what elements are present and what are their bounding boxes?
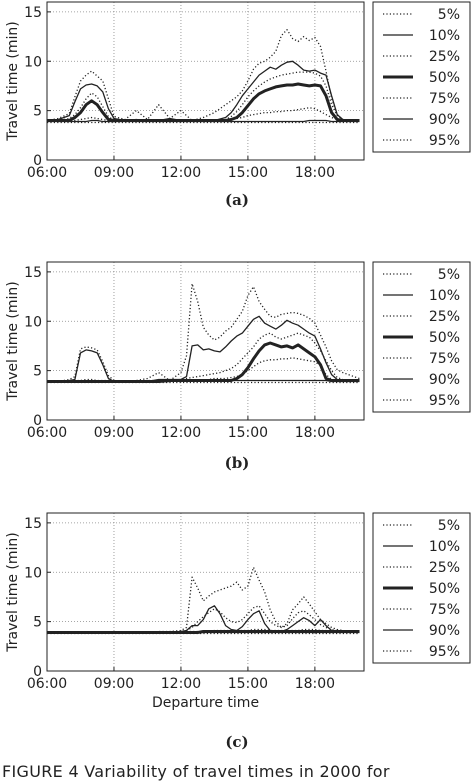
- y-tick-label: 0: [33, 413, 42, 429]
- y-tick-label: 5: [33, 615, 42, 631]
- legend-label: 95%: [429, 133, 460, 149]
- y-tick-label: 0: [33, 664, 42, 680]
- chart-panel-1: 0 5 10 15 06:00 09:00 12:00 15:00 18:00 Travel ti…: [5, 261, 471, 441]
- plot-frame: [46, 1, 365, 161]
- figure-caption: FIGURE 4 Variability of travel times in …: [2, 762, 390, 781]
- plot-frame: [46, 261, 365, 421]
- series-line-95pct: [47, 283, 360, 383]
- y-axis-label: Travel time (min): [5, 21, 21, 141]
- x-tick-label: 12:00: [161, 165, 201, 181]
- legend-label: 75%: [429, 602, 460, 618]
- legend-label: 25%: [429, 49, 460, 65]
- legend-label: 95%: [429, 644, 460, 660]
- legend-label: 50%: [429, 70, 460, 86]
- y-axis-label: Travel time (min): [5, 532, 21, 652]
- legend-label: 5%: [438, 518, 460, 534]
- x-tick-label: 15:00: [228, 676, 268, 692]
- legend-label: 75%: [429, 91, 460, 107]
- chart-panel-2: 0 5 10 15 06:00 09:00 12:00 15:00 18:00 Travel ti…: [5, 512, 471, 711]
- panel-caption-b: (b): [224, 454, 250, 472]
- series-line-50pct: [47, 341, 360, 383]
- series-line-25pct: [47, 357, 360, 383]
- legend-label: 90%: [429, 112, 460, 128]
- legend-label: 10%: [429, 28, 460, 44]
- series-line-10pct: [47, 119, 360, 123]
- y-tick-label: 5: [33, 104, 42, 120]
- legend-label: 95%: [429, 393, 460, 409]
- x-tick-label: 18:00: [295, 165, 335, 181]
- x-tick-label: 06:00: [27, 425, 67, 441]
- x-tick-label: 12:00: [161, 676, 201, 692]
- legend-label: 50%: [429, 581, 460, 597]
- series-line-75pct: [47, 71, 360, 122]
- x-tick-label: 15:00: [228, 165, 268, 181]
- y-tick-label: 5: [33, 364, 42, 380]
- y-axis-label: Travel time (min): [5, 281, 21, 401]
- legend-label: 10%: [429, 539, 460, 555]
- legend-label: 10%: [429, 288, 460, 304]
- y-tick-label: 10: [24, 314, 42, 330]
- series-line-90pct: [46, 60, 360, 122]
- y-tick-label: 15: [24, 265, 42, 281]
- y-tick-label: 0: [33, 153, 42, 169]
- series-line-95pct: [46, 29, 360, 122]
- x-tick-label: 15:00: [228, 425, 268, 441]
- series-line-25pct: [47, 107, 360, 122]
- y-tick-label: 15: [24, 516, 42, 532]
- legend-label: 5%: [438, 267, 460, 283]
- y-tick-label: 15: [24, 5, 42, 21]
- legend-label: 90%: [429, 623, 460, 639]
- chart-panel-0: 0 5 10 15 06:00 09:00 12:00 15:00 18:00 Travel ti…: [5, 1, 471, 181]
- legend-label: 75%: [429, 351, 460, 367]
- panel-caption-a: (a): [225, 191, 249, 209]
- series-line-50pct: [47, 82, 360, 122]
- legend-label: 25%: [429, 560, 460, 576]
- series-line-90pct: [47, 605, 360, 634]
- legend-label: 90%: [429, 372, 460, 388]
- series-line-75pct: [47, 332, 360, 383]
- series-line-95pct: [47, 566, 360, 634]
- y-tick-label: 10: [24, 54, 42, 70]
- x-tick-label: 06:00: [27, 165, 67, 181]
- x-tick-label: 09:00: [94, 676, 134, 692]
- x-tick-label: 18:00: [295, 676, 335, 692]
- legend-label: 50%: [429, 330, 460, 346]
- x-axis-label: Departure time: [152, 695, 259, 711]
- series-line-90pct: [47, 315, 360, 383]
- x-tick-label: 06:00: [27, 676, 67, 692]
- x-tick-label: 18:00: [295, 425, 335, 441]
- x-tick-label: 09:00: [94, 425, 134, 441]
- plot-frame: [46, 512, 365, 672]
- y-tick-label: 10: [24, 565, 42, 581]
- x-tick-label: 12:00: [161, 425, 201, 441]
- legend-label: 25%: [429, 309, 460, 325]
- legend-label: 5%: [438, 7, 460, 23]
- panel-caption-c: (c): [225, 733, 249, 751]
- x-tick-label: 09:00: [94, 165, 134, 181]
